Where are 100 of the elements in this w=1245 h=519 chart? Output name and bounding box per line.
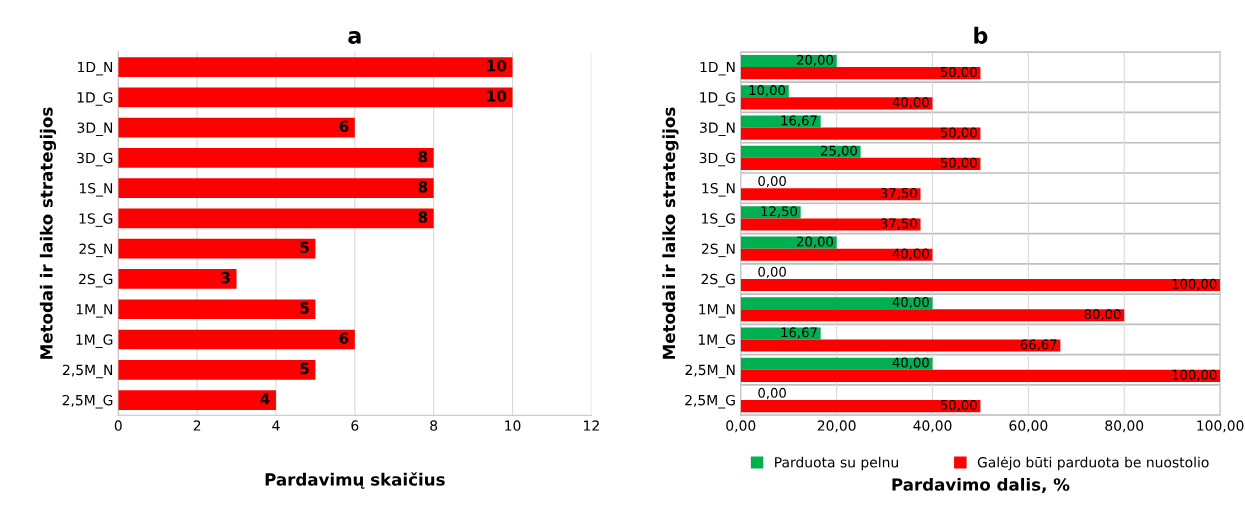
bar [740, 400, 981, 413]
data-label: 20,00 [797, 236, 833, 248]
bar [118, 299, 316, 320]
bar [740, 236, 837, 249]
bar [740, 339, 1061, 352]
x-axis-title: Pardavimų skaičius [265, 472, 445, 489]
bar [740, 127, 981, 140]
data-label: 20,00 [797, 54, 833, 67]
bar [740, 67, 981, 80]
bar [118, 269, 237, 289]
bar [740, 157, 981, 170]
y-tick-label: 1S_N [79, 182, 113, 197]
data-label: 16,67 [781, 115, 817, 127]
legend-label: Parduota su pelnu [775, 456, 898, 471]
bar [740, 309, 1125, 322]
bar [740, 145, 861, 158]
data-label: 12,50 [761, 206, 798, 218]
data-label: 0,00 [758, 387, 786, 400]
x-tick-label: 6 [351, 420, 359, 431]
x-tick-label: 12 [584, 420, 599, 431]
x-tick-label: 40,00 [913, 420, 952, 433]
x-tick-label: 20,00 [817, 420, 856, 433]
y-tick-label: 2S_N [79, 243, 113, 258]
y-tick-label: 2S_N [701, 243, 735, 258]
data-label: 40,00 [892, 97, 929, 109]
y-tick-label: 1S_G [79, 213, 113, 227]
data-label: 6 [339, 120, 349, 133]
y-tick-label: 3D_N [77, 122, 113, 137]
data-label: 66,67 [1020, 339, 1057, 351]
bar [118, 329, 355, 350]
data-label: 25,00 [821, 145, 857, 157]
data-label: 8 [418, 181, 428, 193]
bar [118, 208, 434, 229]
y-tick-label: 1M_N [699, 304, 735, 318]
y-tick-label: 2S_G [79, 273, 113, 288]
bar [740, 188, 921, 201]
y-tick-label: 1S_N [702, 182, 735, 197]
data-label: 50,00 [940, 127, 977, 139]
y-tick-label: 2,5M_G [62, 394, 113, 409]
bar [740, 218, 921, 231]
y-tick-label: 2,5M_G [685, 394, 735, 409]
x-tick-label: 60,00 [1009, 420, 1048, 433]
y-tick-label: 3D_N [700, 122, 735, 137]
data-label: 40,00 [892, 248, 929, 260]
bar [740, 248, 933, 261]
y-tick-label: 1D_N [78, 62, 113, 76]
data-label: 50,00 [940, 399, 977, 412]
y-tick-label: 2S_G [701, 273, 735, 288]
data-label: 16,67 [781, 327, 817, 339]
data-label: 100,00 [1172, 278, 1217, 291]
y-axis-title: Metodai ir laiko strategijos [39, 107, 57, 359]
x-tick-label: 8 [430, 420, 438, 431]
bar [740, 278, 1221, 292]
bar [118, 57, 513, 77]
y-axis-title: Metodai ir laiko strategijos [662, 107, 679, 359]
data-label: 6 [339, 332, 349, 344]
data-label: 37,50 [880, 188, 917, 200]
bar [118, 178, 434, 198]
data-label: 5 [300, 362, 309, 375]
y-tick-label: 1D_G [77, 92, 113, 106]
y-tick-label: 2,5M_N [685, 364, 735, 379]
x-tick-label: 0,00 [726, 420, 756, 433]
bar [118, 148, 434, 168]
data-label: 40,00 [892, 297, 929, 309]
data-label: 3 [221, 271, 230, 284]
x-tick-label: 80,00 [1105, 420, 1144, 433]
bar [740, 115, 821, 128]
y-tick-label: 3D_G [699, 152, 735, 167]
bar [118, 238, 316, 259]
y-tick-label: 1M_G [76, 334, 113, 348]
data-label: 4 [260, 393, 270, 405]
bar [740, 357, 933, 370]
y-tick-label: 1M_G [698, 334, 735, 348]
y-tick-label: 1D_N [700, 62, 735, 76]
y-tick-label: 3D_G [77, 152, 113, 167]
bar [118, 117, 355, 138]
data-label: 50,00 [940, 157, 977, 170]
x-axis-title: Pardavimo dalis, % [892, 477, 1070, 493]
bar [740, 327, 821, 340]
x-tick-label: 10 [505, 420, 521, 431]
data-label: 40,00 [892, 357, 929, 369]
y-tick-label: 1M_N [76, 304, 113, 318]
data-label: 10,00 [749, 85, 786, 97]
data-label: 5 [300, 302, 309, 314]
data-label: 0,00 [758, 175, 786, 188]
bar [740, 97, 933, 110]
y-tick-label: 2,5M_N [63, 364, 113, 379]
data-label: 5 [300, 241, 309, 254]
y-tick-label: 1S_G [702, 213, 735, 227]
y-tick-label: 1D_G [700, 92, 735, 106]
chart-title: a [348, 31, 361, 44]
bar [740, 297, 933, 310]
data-label: 100,00 [1172, 369, 1217, 382]
x-tick-label: 2 [193, 420, 201, 431]
x-tick-label: 4 [272, 420, 280, 431]
bar [118, 87, 513, 108]
data-label: 37,50 [880, 218, 917, 230]
x-tick-label: 100,00 [1197, 420, 1244, 433]
data-label: 8 [418, 211, 428, 223]
legend-label: Galėjo būti parduota be nuostolio [977, 456, 1209, 471]
